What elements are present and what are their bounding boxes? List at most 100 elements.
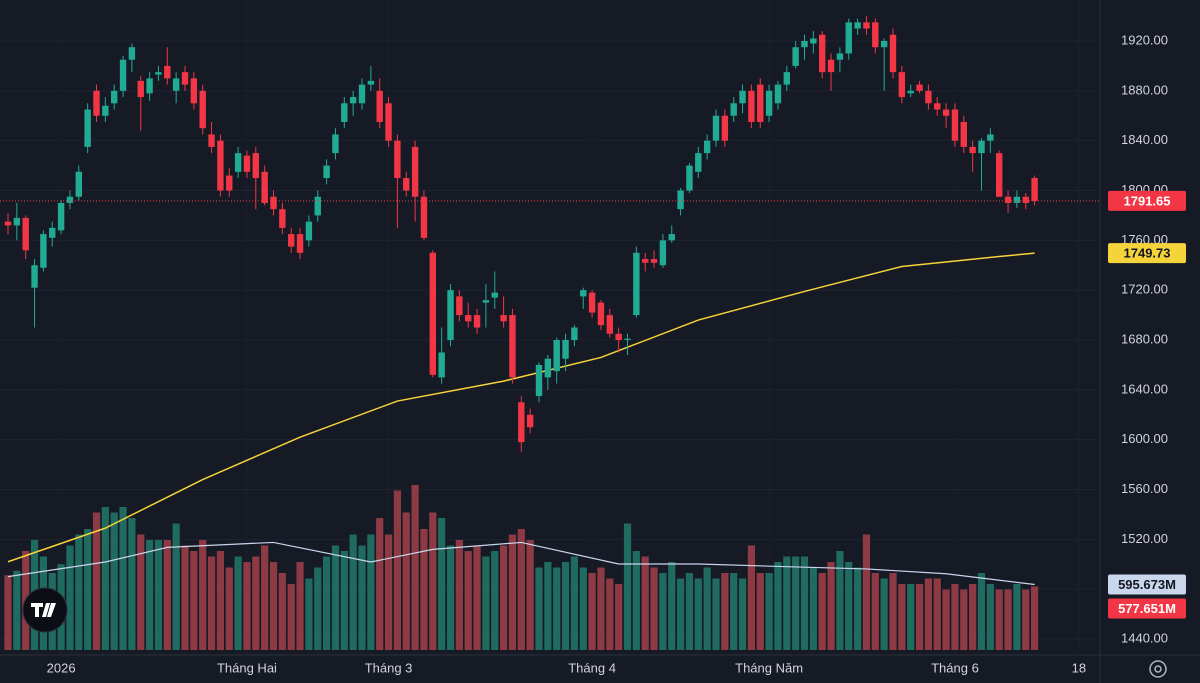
volume-bar <box>199 540 207 650</box>
volume-bar <box>597 567 605 650</box>
candle-body <box>438 352 445 378</box>
volume-bar <box>862 534 871 650</box>
volume-bar <box>367 534 375 650</box>
x-tick-label: Tháng Năm <box>735 660 803 675</box>
candle-body <box>686 165 693 191</box>
y-tick-label: 1880.00 <box>1121 82 1168 97</box>
candle-body <box>66 196 74 203</box>
volume-bar <box>420 529 428 650</box>
candle-body <box>1022 196 1029 203</box>
volume-bar <box>1013 584 1021 650</box>
volume-bar <box>234 556 242 650</box>
candle-body <box>748 90 755 122</box>
candle-body <box>500 315 507 322</box>
volume-bar <box>969 584 977 650</box>
candle-body <box>783 72 790 85</box>
candle-body <box>279 209 286 228</box>
volume-bar <box>75 534 83 650</box>
candle-body <box>146 78 153 94</box>
candle-body <box>199 90 206 129</box>
volume-bar <box>146 540 154 650</box>
volume-bar <box>951 584 959 650</box>
volume-bar <box>243 562 251 650</box>
candle-body <box>526 414 534 428</box>
volume-bar <box>668 562 676 650</box>
candle-body <box>4 221 12 226</box>
candle-body <box>93 90 100 116</box>
candle-body <box>633 252 640 316</box>
candle-body <box>863 22 870 29</box>
volume-bar <box>269 562 278 650</box>
candle-body <box>898 72 906 98</box>
volume-bar <box>995 589 1003 650</box>
candle-body <box>934 103 941 110</box>
volume-bar <box>66 545 74 650</box>
y-tick-label: 1520.00 <box>1121 531 1168 546</box>
settings-button[interactable] <box>1149 660 1167 678</box>
volume-bar <box>252 556 260 650</box>
volume-bar <box>659 573 667 650</box>
volume-bar <box>721 573 729 650</box>
volume-label-bg <box>1108 598 1186 619</box>
candle-body <box>75 171 82 197</box>
volume-bar <box>942 589 950 650</box>
volume-ma-label-bg <box>1108 574 1186 595</box>
ma-label: 1749.73 <box>1124 246 1171 261</box>
volume-bar <box>517 529 525 650</box>
volume-ma-label: 595.673M <box>1118 577 1176 592</box>
gear-center[interactable] <box>1154 665 1162 673</box>
candle-body <box>925 90 932 104</box>
candle-body <box>102 105 109 116</box>
volume-bar <box>491 551 499 650</box>
candle-body <box>907 90 914 94</box>
volume-bar <box>677 578 685 650</box>
y-tick-label: 1680.00 <box>1121 331 1168 346</box>
volume-bar <box>4 575 12 650</box>
y-tick-label: 1720.00 <box>1121 282 1168 297</box>
candle-body <box>473 315 481 328</box>
candle-body <box>296 234 304 253</box>
volume-bar <box>278 573 286 650</box>
volume-bar <box>880 578 888 650</box>
volume-bar <box>747 545 755 650</box>
volume-bar <box>765 573 773 650</box>
volume-bar <box>340 551 348 650</box>
volume-bar <box>774 562 782 650</box>
candle-body <box>730 103 737 116</box>
volume-bar <box>915 584 924 650</box>
candle-body <box>615 333 622 340</box>
volume-bar <box>694 578 702 650</box>
candle-body <box>411 146 419 197</box>
candle-body <box>712 115 720 141</box>
volume-bar <box>438 518 446 650</box>
candle-body <box>252 153 259 179</box>
volume-bar <box>305 578 313 650</box>
candle-body <box>456 296 463 316</box>
volume-bar <box>119 507 127 650</box>
candle-body <box>234 153 242 172</box>
volume-bar <box>411 485 419 650</box>
volume-bar <box>137 534 145 650</box>
volume-bar <box>641 556 649 650</box>
candle-body <box>854 22 861 29</box>
volume-bar <box>836 551 844 650</box>
candle-body <box>544 358 552 378</box>
volume-bar <box>101 507 109 650</box>
candle-body <box>1004 196 1012 203</box>
volume-bar <box>349 534 357 650</box>
volume-bar <box>544 562 552 650</box>
candle-body <box>288 234 295 247</box>
volume-bar <box>730 573 738 650</box>
volume-bar <box>181 545 189 650</box>
candle-body <box>208 134 215 147</box>
candle-body <box>261 171 268 203</box>
volume-bar <box>402 512 410 650</box>
candle-body <box>880 41 888 48</box>
volume-bar <box>712 578 720 650</box>
gear-icon[interactable] <box>1149 660 1167 678</box>
volume-bar <box>1022 589 1030 650</box>
volume-bar <box>190 551 198 650</box>
volume-bar <box>933 578 941 650</box>
x-tick-label: 18 <box>1072 660 1086 675</box>
